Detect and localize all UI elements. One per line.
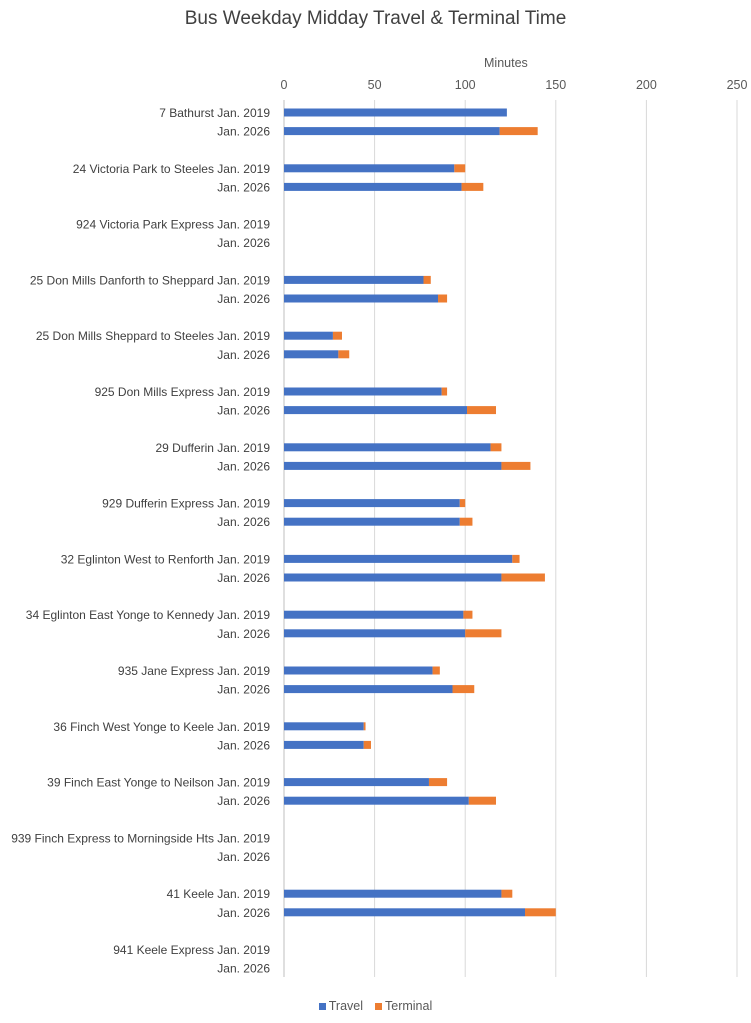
bar-terminal [441,387,448,396]
bar-travel [284,164,455,173]
bar-terminal [499,127,538,136]
x-tick-label: 100 [455,78,476,92]
bar-terminal [423,275,431,284]
x-tick-label: 200 [636,78,657,92]
category-label: 24 Victoria Park to Steeles Jan. 2019 [73,162,271,176]
category-label: Jan. 2026 [217,794,270,808]
bar-terminal [454,164,466,173]
bar-travel [284,461,502,470]
bar-travel [284,499,460,508]
legend-label-terminal: Terminal [385,999,433,1013]
bar-terminal [512,554,520,563]
legend-swatch-travel [318,1002,326,1010]
category-label: Jan. 2026 [217,627,270,641]
category-label: Jan. 2026 [217,906,270,920]
bar-travel [284,740,364,749]
category-label: Jan. 2026 [217,348,270,362]
bar-travel [284,331,333,340]
bar-travel [284,796,469,805]
category-label: 34 Eglinton East Yonge to Kennedy Jan. 2… [26,608,271,622]
category-label: 935 Jane Express Jan. 2019 [118,664,270,678]
bar-terminal [459,517,473,526]
bar-travel [284,573,502,582]
bar-travel [284,443,491,452]
bar-terminal [332,331,342,340]
bar-travel [284,406,468,415]
legend-item-travel[interactable]: Travel [318,999,363,1013]
bar-travel [284,629,466,638]
bar-terminal [501,889,513,898]
category-label: Jan. 2026 [217,292,270,306]
category-label: 25 Don Mills Danforth to Sheppard Jan. 2… [30,273,270,287]
legend-label-travel: Travel [328,999,363,1013]
bar-travel [284,127,500,136]
category-label: Jan. 2026 [217,236,270,250]
bar-terminal [467,406,497,415]
bar-terminal [461,182,484,191]
category-label: Jan. 2026 [217,125,270,139]
category-label: Jan. 2026 [217,683,270,697]
bar-travel [284,350,339,359]
bar-travel [284,722,364,731]
legend: Travel Terminal [0,999,751,1013]
bar-terminal [490,443,502,452]
category-label: 29 Dufferin Jan. 2019 [155,441,270,455]
bar-travel [284,908,525,917]
bar-terminal [459,499,466,508]
category-label: 939 Finch Express to Morningside Hts Jan… [11,831,270,845]
bar-terminal [338,350,350,359]
category-label: 941 Keele Express Jan. 2019 [113,943,270,957]
x-axis-label: Minutes [484,56,528,70]
category-label: 929 Dufferin Express Jan. 2019 [102,497,270,511]
category-label: Jan. 2026 [217,850,270,864]
bar-terminal [438,294,448,303]
bar-travel [284,517,460,526]
category-label: Jan. 2026 [217,571,270,585]
category-label: 32 Eglinton West to Renforth Jan. 2019 [61,552,271,566]
category-label: 36 Finch West Yonge to Keele Jan. 2019 [53,720,270,734]
bar-travel [284,889,502,898]
bar-terminal [465,629,502,638]
category-label: Jan. 2026 [217,738,270,752]
chart-title: Bus Weekday Midday Travel & Terminal Tim… [184,8,567,29]
category-label: 924 Victoria Park Express Jan. 2019 [76,218,270,232]
bar-terminal [452,685,475,694]
bar-travel [284,182,462,191]
category-label: 925 Don Mills Express Jan. 2019 [95,385,271,399]
bar-travel [284,778,429,787]
bar-travel [284,666,433,675]
bar-terminal [463,610,473,619]
bar-terminal [363,740,371,749]
category-label: Jan. 2026 [217,962,270,976]
legend-item-terminal[interactable]: Terminal [375,999,432,1013]
legend-swatch-terminal [375,1002,382,1010]
bar-travel [284,108,507,117]
bar-travel [284,387,442,396]
bar-travel [284,294,439,303]
bar-terminal [428,778,448,787]
category-label: Jan. 2026 [217,180,270,194]
bar-terminal [468,796,497,805]
bar-travel [284,554,513,563]
bar-terminal [501,573,545,582]
x-tick-label: 150 [545,78,566,92]
bar-travel [284,275,424,284]
bar-terminal [363,722,366,731]
category-label: Jan. 2026 [217,515,270,529]
bar-travel [284,610,464,619]
category-label: 39 Finch East Yonge to Neilson Jan. 2019 [47,776,270,790]
category-label: 41 Keele Jan. 2019 [167,887,271,901]
x-tick-label: 50 [368,78,382,92]
x-tick-label: 0 [281,78,288,92]
bar-travel [284,685,453,694]
category-label: Jan. 2026 [217,404,270,418]
x-tick-label: 250 [727,78,748,92]
bar-terminal [524,908,556,917]
category-label: Jan. 2026 [217,459,270,473]
category-label: 7 Bathurst Jan. 2019 [159,106,270,120]
bar-terminal [501,461,531,470]
category-label: 25 Don Mills Sheppard to Steeles Jan. 20… [36,329,270,343]
bar-terminal [432,666,440,675]
